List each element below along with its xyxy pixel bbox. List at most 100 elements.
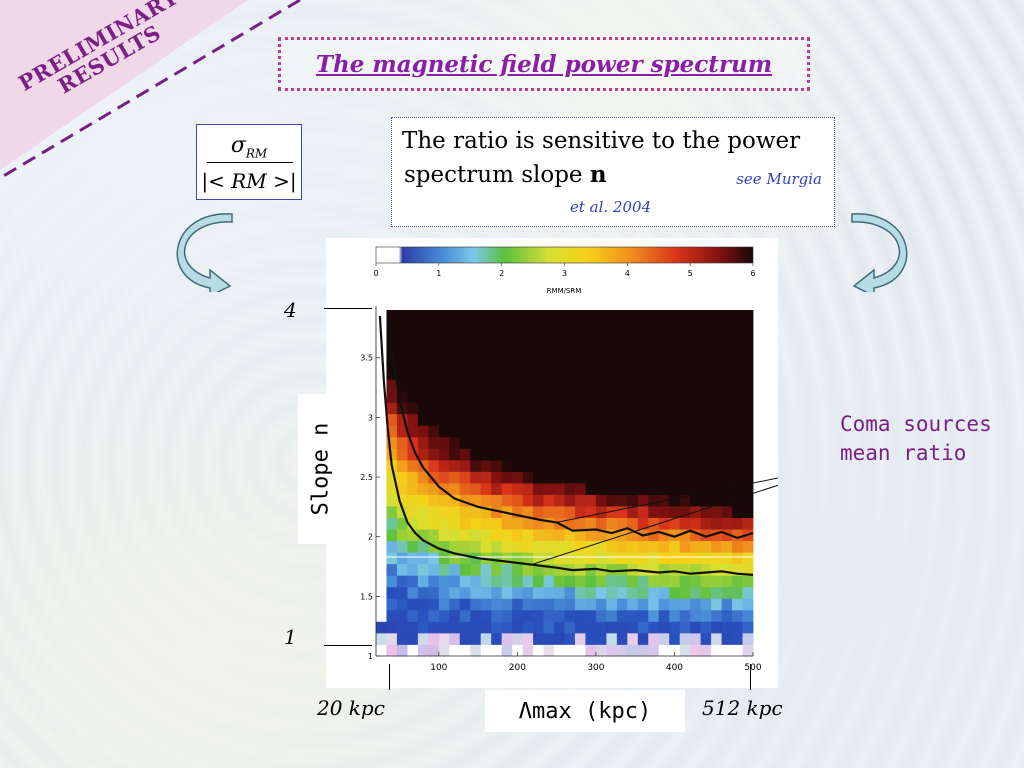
heatmap-cell (742, 471, 754, 484)
heatmap-cell (396, 598, 408, 611)
heatmap-cell (669, 575, 681, 588)
heatmap-cell (721, 333, 733, 345)
heatmap-cell (637, 356, 649, 369)
heatmap-cell (543, 333, 555, 345)
heatmap-cell (512, 529, 524, 542)
x-tick-label: 400 (666, 663, 683, 673)
heatmap-cell (711, 540, 722, 553)
heatmap-cell (732, 471, 743, 484)
heatmap-cell (522, 529, 534, 542)
heatmap-cell (407, 413, 419, 426)
heatmap-cell (512, 644, 524, 657)
heatmap-cell (627, 471, 639, 484)
heatmap-cell (438, 575, 450, 588)
heatmap-cell (512, 321, 524, 334)
heatmap-cell (627, 402, 639, 415)
heatmap-cell (417, 436, 429, 449)
heatmap-cell (501, 621, 513, 634)
heatmap-cell (501, 644, 513, 657)
pointer-line-lower (532, 484, 778, 565)
heatmap-cell (480, 586, 492, 599)
heatmap-cell (637, 413, 649, 426)
heatmap-cell (658, 459, 670, 472)
heatmap-cell (438, 356, 450, 369)
heatmap-cell (606, 413, 618, 426)
heatmap-cell (669, 459, 681, 472)
heatmap-cell (732, 517, 743, 530)
heatmap-cell (700, 459, 712, 472)
heatmap-cell (438, 632, 450, 645)
heatmap-cell (679, 494, 691, 507)
heatmap-cell (449, 425, 461, 438)
heatmap-cell (564, 402, 576, 415)
heatmap-cell (606, 632, 618, 645)
heatmap-cell (564, 310, 576, 322)
heatmap-cell (396, 344, 408, 357)
heatmap-cell (564, 321, 576, 334)
formula-sigma: σ (230, 133, 246, 158)
heatmap-cell (386, 413, 398, 426)
heatmap-cell (554, 621, 565, 634)
heatmap-cell (396, 483, 408, 495)
formula-numerator: σRM (197, 133, 301, 160)
heatmap-cell (721, 402, 733, 415)
heatmap-cell (533, 586, 544, 599)
y-tick-label: 2 (368, 533, 373, 542)
heatmap-cell (554, 402, 565, 415)
heatmap-chart: 0 1 2 3 4 5 6 RMM/SRM 100 200 300 400 500 1 1.5 2 2.5 3… (360, 246, 778, 673)
heatmap-cell (711, 598, 722, 611)
heatmap-cell (658, 609, 670, 622)
heatmap-cell (554, 609, 565, 622)
heatmap-cell (648, 379, 660, 392)
heatmap-cell (449, 436, 461, 449)
heatmap-cell (491, 448, 503, 461)
heatmap-cell (627, 390, 639, 403)
formula-sub: RM (245, 146, 268, 161)
heatmap-cell (438, 367, 450, 380)
heatmap-cell (459, 356, 471, 369)
heatmap-cell (449, 529, 461, 542)
heatmap-cell (407, 402, 419, 415)
heatmap-cell (428, 471, 440, 484)
heatmap-cell (449, 517, 461, 530)
heatmap-cell (376, 436, 387, 449)
heatmap-cell (459, 598, 471, 611)
heatmap-cell (595, 586, 607, 599)
heatmap-cell (470, 310, 482, 322)
heatmap-cell (690, 436, 702, 449)
heatmap-cell (522, 333, 534, 345)
heatmap-cell (658, 517, 670, 530)
heatmap-cell (648, 483, 660, 495)
heatmap-cell (690, 413, 702, 426)
heatmap-cell (417, 390, 429, 403)
heatmap-cell (543, 425, 555, 438)
heatmap-cell (564, 367, 576, 380)
heatmap-cell (658, 644, 670, 657)
heatmap-cell (543, 517, 555, 530)
heatmap-cell (512, 402, 524, 415)
heatmap-cell (595, 367, 607, 380)
heatmap-cell (491, 413, 503, 426)
heatmap-cell (742, 563, 754, 576)
heatmap-cell (585, 436, 597, 449)
heatmap-cell (627, 356, 639, 369)
x-tick-label: 100 (430, 663, 447, 673)
heatmap-cell (501, 609, 513, 622)
heatmap-cell (501, 529, 513, 542)
heatmap-cell (470, 586, 482, 599)
heatmap-cell (574, 310, 586, 322)
heatmap-cell (438, 448, 450, 461)
heatmap-cell (438, 321, 450, 334)
heatmap-cell (417, 448, 429, 461)
heatmap-cell (742, 310, 754, 322)
heatmap-cell (512, 494, 524, 507)
heatmap-cell (480, 425, 492, 438)
heatmap-cell (690, 321, 702, 334)
heatmap-cell (595, 575, 607, 588)
heatmap-cell (480, 540, 492, 553)
heatmap-cell (376, 598, 387, 611)
heatmap-cell (533, 367, 544, 380)
heatmap-cell (742, 448, 754, 461)
heatmap-cell (721, 563, 733, 576)
heatmap-cell (396, 563, 408, 576)
